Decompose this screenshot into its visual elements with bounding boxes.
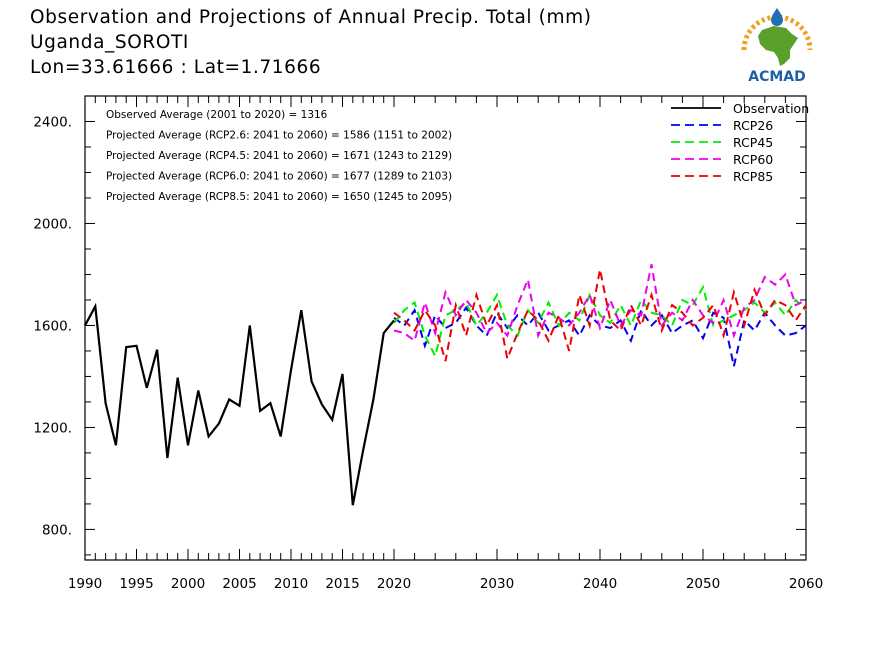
acmad-logo: ACMAD [741, 8, 813, 84]
annotation-text: Projected Average (RCP4.5: 2041 to 2060)… [106, 150, 452, 162]
annotation-text: Projected Average (RCP8.5: 2041 to 2060)… [106, 191, 452, 203]
x-tick-label: 2015 [325, 576, 359, 592]
annotation-text: Observed Average (2001 to 2020) = 1316 [106, 109, 328, 121]
x-tick-label: 2050 [686, 576, 720, 592]
y-tick-label: 800. [42, 522, 72, 538]
x-tick-label: 1995 [119, 576, 153, 592]
y-tick-label: 2400. [33, 114, 72, 130]
annotation-text: Projected Average (RCP6.0: 2041 to 2060)… [106, 171, 452, 183]
logo-text: ACMAD [748, 69, 806, 84]
legend-label: RCP60 [733, 152, 773, 167]
y-tick-label: 1200. [33, 420, 72, 436]
plot-area [84, 95, 807, 561]
africa-map-icon [758, 26, 798, 66]
legend-label: Observation [733, 101, 809, 116]
x-tick-label: 2005 [222, 576, 256, 592]
coordinates: Lon=33.61666 : Lat=1.71666 [30, 57, 322, 78]
series-line-rcp85 [393, 269, 807, 363]
annotation-text: Projected Average (RCP2.6: 2041 to 2060)… [106, 130, 452, 142]
legend-label: RCP26 [733, 118, 773, 133]
x-tick-label: 2040 [583, 576, 617, 592]
chart-title: Observation and Projections of Annual Pr… [30, 7, 592, 28]
series-line-rcp60 [393, 264, 807, 343]
sun-rays-icon [741, 14, 813, 51]
x-tick-label: 2020 [377, 576, 411, 592]
x-tick-label: 2030 [480, 576, 514, 592]
x-tick-label: 1990 [68, 576, 102, 592]
x-tick-label: 2010 [274, 576, 308, 592]
x-tick-label: 2000 [171, 576, 205, 592]
y-tick-label: 2000. [33, 216, 72, 232]
water-drop-icon [771, 8, 783, 26]
y-tick-label: 1600. [33, 318, 72, 334]
legend-label: RCP45 [733, 135, 773, 150]
x-tick-label: 2060 [789, 576, 823, 592]
legend-label: RCP85 [733, 169, 773, 184]
location-name: Uganda_SOROTI [30, 32, 189, 53]
series-line-observation [84, 302, 395, 506]
